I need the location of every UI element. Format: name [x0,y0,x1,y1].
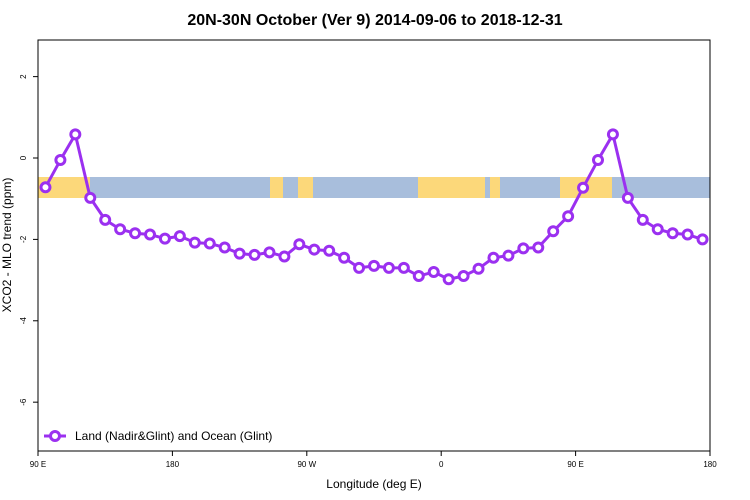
data-point [188,236,201,249]
data-point [99,213,112,226]
data-point [636,213,649,226]
y-tick-label: -4 [19,317,28,325]
data-point [621,191,634,204]
data-point [681,228,694,241]
data-point [562,210,575,223]
data-point [651,223,664,236]
chart-title: 20N-30N October (Ver 9) 2014-09-06 to 20… [187,12,562,29]
data-point [547,225,560,238]
data-point [54,154,67,167]
data-point [114,223,127,236]
data-point [278,250,291,263]
data-point [427,265,440,278]
y-tick-label: 0 [19,155,28,160]
data-point [129,227,142,240]
data-point [173,230,186,243]
data-point [323,244,336,257]
data-point [502,249,515,262]
y-tick-label: 2 [19,74,28,79]
data-point [696,233,709,246]
data-point [606,128,619,141]
y-tick-label: -2 [19,235,28,243]
data-point [382,261,395,274]
data-point [263,246,276,259]
data-point [353,261,366,274]
legend-label: Land (Nadir&Glint) and Ocean (Glint) [75,429,272,443]
map-land [38,177,90,198]
data-point [532,241,545,254]
data-point [338,251,351,264]
data-point [457,270,470,283]
data-point [592,154,604,167]
series-group [39,128,709,286]
y-axis: 2 0 -2 -4 -6 [19,74,38,406]
y-axis-label: XCO2 - MLO trend (ppm) [0,178,14,313]
data-point [158,232,171,245]
map-land [418,177,485,198]
map-ocean [38,177,710,198]
data-point [487,251,500,264]
plot-frame [37,39,711,452]
data-point [517,242,530,255]
series-line [44,132,703,281]
x-tick-label: 90 E [567,460,583,469]
data-point [69,128,82,141]
data-point [144,228,156,241]
data-point [472,262,485,275]
data-point [397,261,410,274]
x-axis-label: Longitude (deg E) [326,477,421,491]
y-tick-label: -6 [19,398,28,406]
legend-marker [49,430,61,442]
x-tick-label: 90 W [297,460,316,469]
legend: Land (Nadir&Glint) and Ocean (Glint) [44,429,272,443]
data-point [577,181,590,194]
data-point [248,248,261,261]
map-strip [38,177,710,198]
data-point [233,247,246,260]
data-point [84,191,97,204]
x-tick-label: 180 [703,460,717,469]
data-point [218,241,231,254]
data-point [308,243,321,256]
data-point [666,227,679,240]
x-tick-label: 90 E [30,460,46,469]
map-land [270,177,283,198]
map-land [490,177,500,198]
x-axis: 90 E 180 90 W 0 90 E 180 [30,451,717,469]
data-point [368,259,380,272]
map-land [298,177,313,198]
x-tick-label: 180 [166,460,180,469]
data-point [442,273,455,286]
data-point [412,270,425,283]
data-point [203,237,216,250]
x-tick-label: 0 [439,460,444,469]
data-point [293,238,306,251]
data-point [39,181,52,194]
